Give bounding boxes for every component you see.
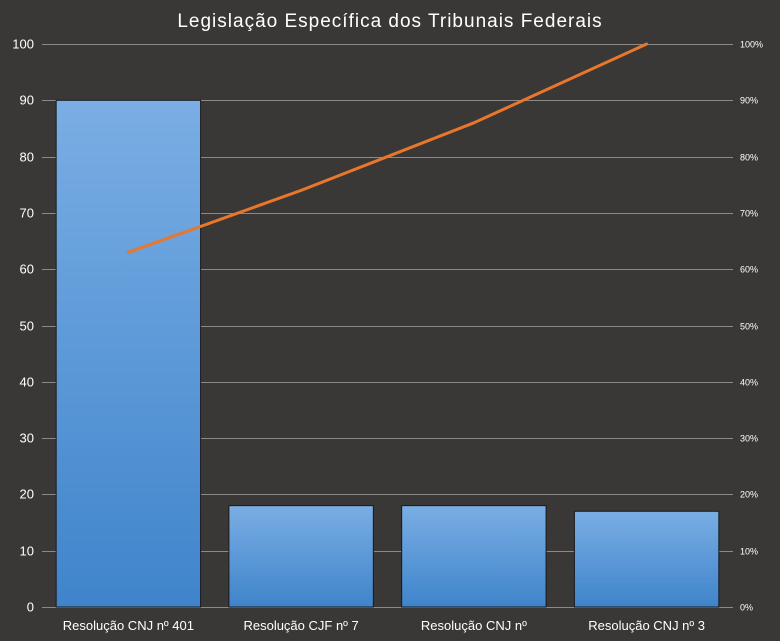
- y-tick-label: 80: [20, 150, 34, 165]
- x-axis-labels: Resolução CNJ nº 401 Resolução CJF nº 7 Re…: [63, 618, 705, 633]
- y2-tick-label: 0%: [740, 603, 753, 613]
- bar: [401, 505, 547, 608]
- cumulative-line-series: [126, 42, 649, 254]
- y-tick-label: 20: [20, 487, 34, 502]
- bar: [228, 505, 374, 608]
- y2-tick-label: 100%: [740, 40, 763, 50]
- y2-tick-label: 20%: [740, 490, 758, 500]
- y-tick-label: 70: [20, 206, 34, 221]
- y-tick-label: 90: [20, 93, 34, 108]
- y2-tick-label: 40%: [740, 378, 758, 388]
- x-tick-label: Resolução CNJ nº 3: [588, 618, 705, 633]
- y-tick-label: 100: [12, 37, 34, 52]
- bar: [573, 510, 720, 608]
- y-tick-label: 0: [27, 600, 34, 615]
- y2-tick-label: 70%: [740, 209, 758, 219]
- y2-axis-ticks: 0% 10% 20% 30% 40% 50% 60% 70% 80% 90% 100%: [740, 40, 763, 613]
- y-tick-label: 10: [20, 544, 34, 559]
- chart-title: Legislação Específica dos Tribunais Fede…: [177, 11, 602, 32]
- bar: [55, 99, 202, 608]
- y-axis-ticks: 0 10 20 30 40 50 60 70 80 90 100: [12, 37, 34, 615]
- y2-tick-label: 50%: [740, 322, 758, 332]
- x-tick-label: Resolução CJF nº 7: [243, 618, 358, 633]
- bar-series: [55, 99, 720, 608]
- y2-tick-label: 30%: [740, 434, 758, 444]
- y2-tick-label: 80%: [740, 153, 758, 163]
- y2-tick-label: 10%: [740, 547, 758, 557]
- x-tick-label: Resolução CNJ nº 401: [63, 618, 194, 633]
- y-tick-label: 50: [20, 319, 34, 334]
- y2-tick-label: 60%: [740, 265, 758, 275]
- y2-tick-label: 90%: [740, 96, 758, 106]
- cumulative-line: [126, 42, 649, 254]
- y-tick-label: 60: [20, 262, 34, 277]
- y-tick-label: 40: [20, 375, 34, 390]
- y-tick-label: 30: [20, 431, 34, 446]
- x-tick-label: Resolução CNJ nº: [421, 618, 527, 633]
